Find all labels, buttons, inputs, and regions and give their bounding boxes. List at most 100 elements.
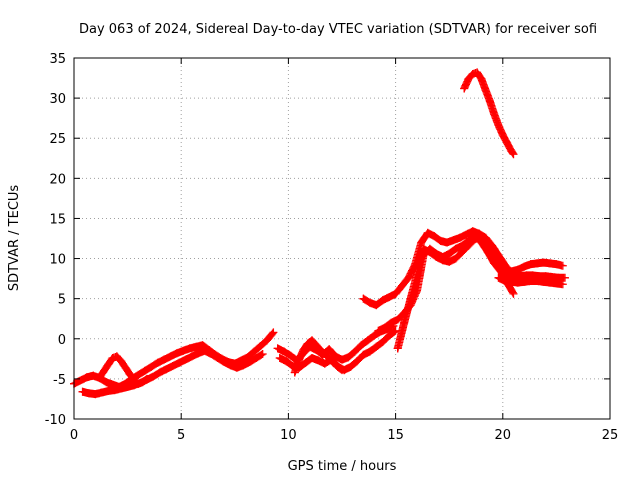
data-point (275, 354, 284, 363)
y-tick-label: -10 (45, 413, 66, 428)
data-point (507, 267, 516, 276)
data-point (458, 248, 467, 257)
data-point (464, 241, 473, 250)
data-point (372, 301, 381, 310)
data-point (273, 344, 282, 353)
data-point (316, 346, 325, 355)
data-point (301, 358, 310, 367)
data-point (552, 279, 561, 288)
data-point (89, 371, 98, 380)
data-point (391, 289, 400, 298)
data-point (359, 350, 368, 359)
data-point (494, 256, 503, 265)
data-point (245, 358, 254, 367)
chart-title: Day 063 of 2024, Sidereal Day-to-day VTE… (79, 22, 597, 37)
data-point (464, 74, 473, 83)
data-point (350, 347, 359, 356)
data-point (194, 349, 203, 358)
data-point (485, 97, 494, 106)
x-tick-label: 25 (602, 428, 619, 443)
data-point (325, 354, 334, 363)
x-tick-label: 5 (177, 428, 185, 443)
data-point (436, 236, 445, 245)
series-track-g (359, 227, 516, 310)
data-point (438, 256, 447, 265)
data-point (370, 331, 379, 340)
series-track-c (95, 352, 151, 388)
data-point (526, 260, 535, 269)
data-point (500, 277, 509, 286)
data-point (200, 346, 209, 355)
data-point (374, 326, 383, 335)
data-point (295, 355, 304, 364)
data-point (380, 323, 389, 332)
data-point (503, 139, 512, 148)
series-track-f (290, 336, 346, 377)
y-tick-label: 10 (49, 253, 66, 268)
data-point (138, 378, 147, 387)
data-point (172, 349, 181, 358)
y-tick-label: 25 (49, 132, 66, 147)
data-point (338, 366, 346, 375)
data-point (481, 241, 490, 250)
data-point (325, 345, 334, 354)
data-point (307, 354, 316, 363)
data-point (320, 350, 329, 359)
data-point (280, 347, 289, 356)
data-point (140, 366, 149, 375)
data-point (346, 362, 355, 371)
data-point (290, 368, 299, 377)
data-point (85, 389, 94, 398)
data-point (160, 355, 169, 364)
series-track-j (494, 273, 567, 289)
data-point (78, 387, 87, 396)
data-point (192, 342, 201, 351)
data-point (125, 370, 134, 379)
data-point (121, 363, 130, 372)
data-series (70, 68, 569, 399)
data-point (432, 252, 441, 261)
x-tick-label: 20 (495, 428, 512, 443)
data-point (147, 362, 156, 371)
data-point (213, 354, 222, 363)
data-point (76, 376, 85, 385)
data-point (220, 358, 229, 367)
data-point (473, 68, 482, 77)
data-point (406, 294, 415, 303)
data-point (134, 370, 143, 379)
data-point (258, 350, 267, 359)
data-point (520, 277, 529, 286)
data-point (468, 70, 477, 79)
series-track-i (393, 232, 569, 353)
data-point (153, 358, 162, 367)
data-point (357, 341, 366, 350)
y-tick-label: 35 (49, 52, 66, 67)
data-point (134, 379, 143, 388)
data-point (481, 86, 490, 95)
data-point (365, 347, 374, 356)
data-point (187, 352, 196, 361)
data-point (299, 346, 308, 355)
data-point (226, 361, 235, 370)
data-point (175, 358, 184, 367)
data-point (331, 352, 340, 361)
data-point (500, 264, 509, 273)
y-tick-label: 5 (58, 293, 66, 308)
data-point (117, 357, 126, 366)
data-point (423, 228, 432, 237)
data-point (545, 278, 554, 287)
data-point (97, 388, 106, 397)
data-point (378, 296, 387, 305)
data-point (282, 357, 291, 366)
data-point (496, 267, 505, 276)
data-point (353, 357, 362, 366)
data-point (552, 260, 561, 269)
data-point (252, 354, 261, 363)
data-point (460, 84, 469, 93)
data-point (256, 341, 265, 350)
data-point (112, 352, 121, 361)
data-point (166, 352, 175, 361)
y-tick-label: 30 (49, 92, 66, 107)
data-point (533, 259, 542, 268)
data-point (387, 318, 396, 327)
